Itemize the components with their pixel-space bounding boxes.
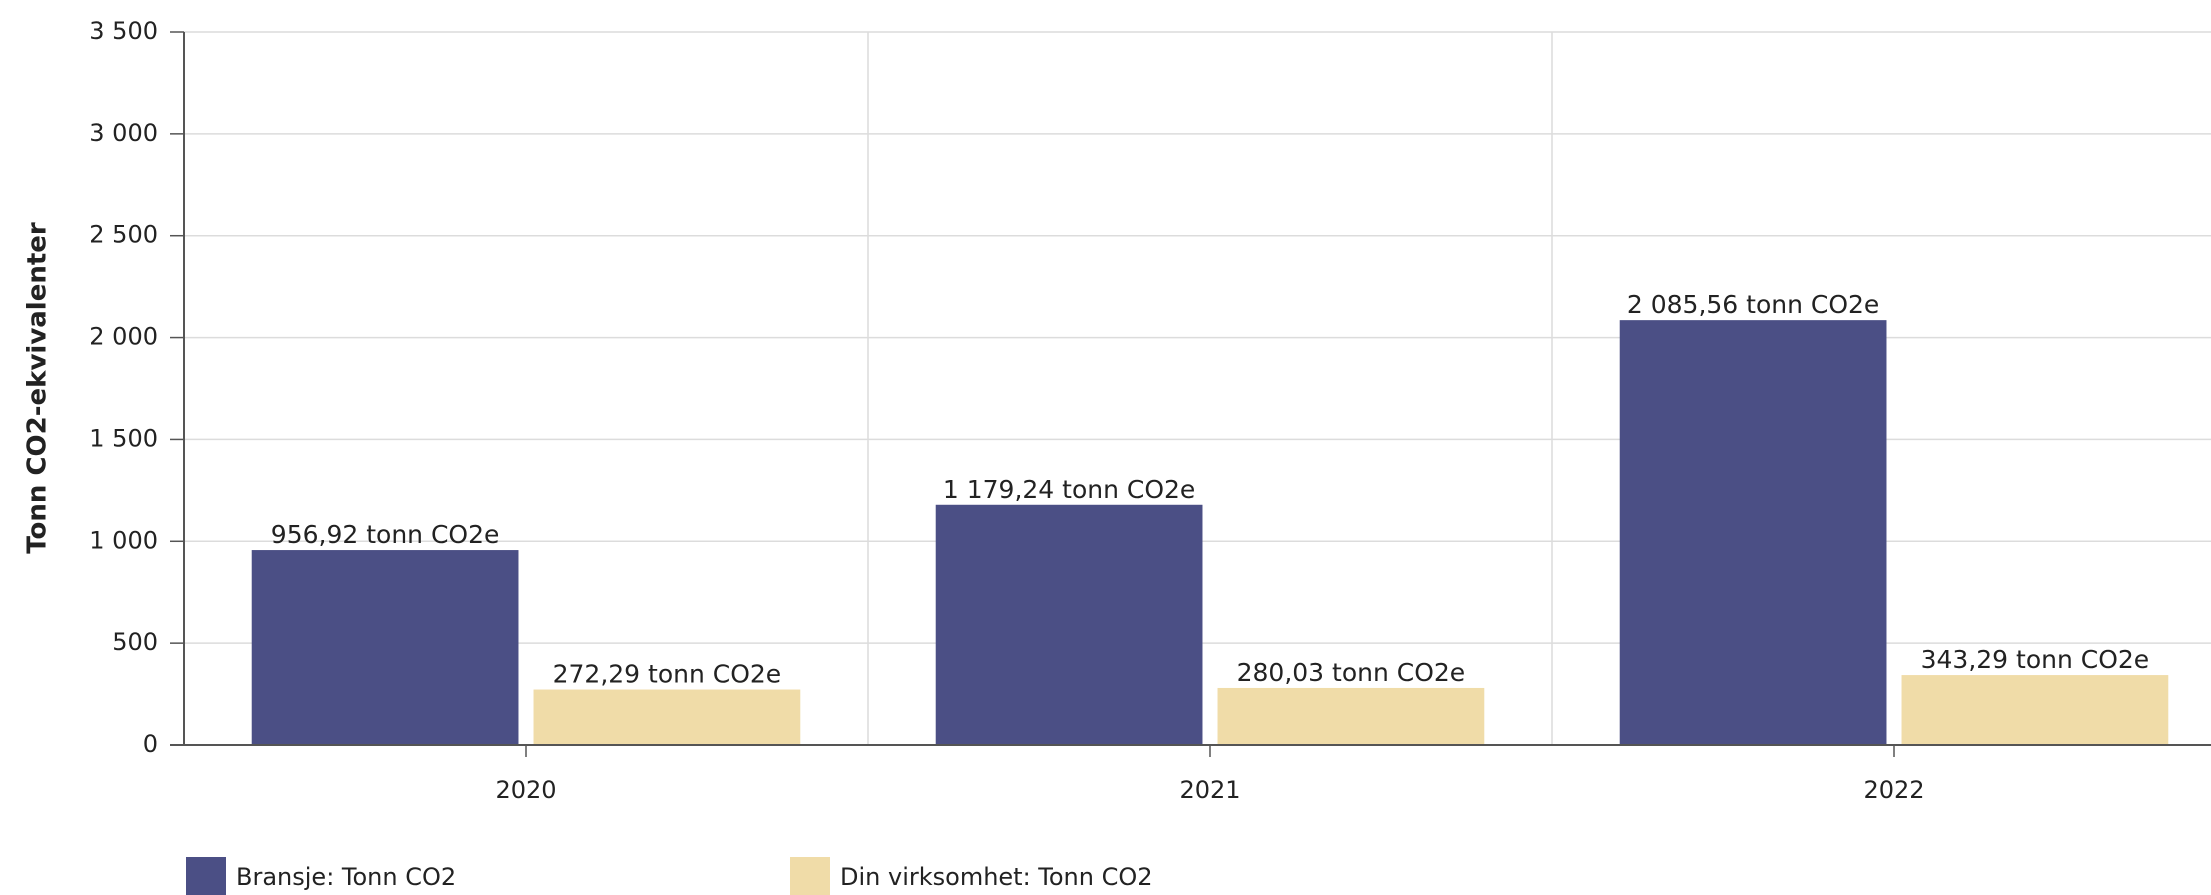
x-tick-label: 2022 [1863,776,1924,804]
y-tick-label: 1 000 [89,526,158,554]
y-tick-label: 3 500 [89,17,158,45]
data-label: 272,29 tonn CO2e [553,660,782,689]
bar [251,550,519,745]
data-label: 2 085,56 tonn CO2e [1627,290,1879,319]
data-label: 956,92 tonn CO2e [271,520,500,549]
bar [533,689,801,745]
bar [1619,320,1887,745]
data-label: 280,03 tonn CO2e [1237,658,1466,687]
y-tick-label: 0 [143,730,158,758]
bar [935,504,1203,745]
data-label: 343,29 tonn CO2e [1921,645,2150,674]
data-label: 1 179,24 tonn CO2e [943,475,1195,504]
legend-swatch [790,857,830,895]
y-axis-title: Tonn CO2-ekvivalenter [23,222,53,554]
y-tick-label: 2 000 [89,323,158,351]
y-tick-label: 1 500 [89,424,158,452]
bar [1901,675,2169,745]
legend-swatch [186,857,226,895]
legend-label: Din virksomhet: Tonn CO2 [840,863,1153,891]
y-tick-label: 2 500 [89,221,158,249]
y-tick-label: 500 [112,628,158,656]
y-tick-label: 3 000 [89,119,158,147]
legend-label: Bransje: Tonn CO2 [236,863,456,891]
x-tick-label: 2021 [1179,776,1240,804]
bar [1217,687,1485,745]
x-tick-label: 2020 [495,776,556,804]
